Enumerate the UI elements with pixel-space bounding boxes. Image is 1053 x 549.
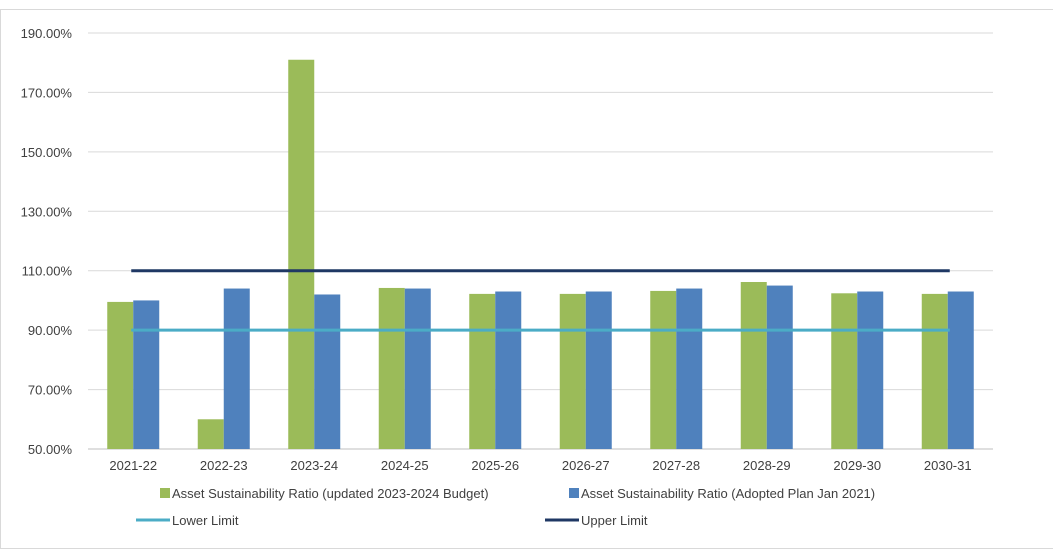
x-tick-label: 2024-25 [381, 458, 429, 473]
legend: Asset Sustainability Ratio (updated 2023… [136, 486, 875, 528]
y-tick-label: 170.00% [21, 85, 73, 100]
chart-border [0, 9, 1053, 549]
chart-frame: 50.00% 70.00% 90.00% 110.00% 130.00% 150.00% 1… [0, 9, 1053, 549]
bar-adopted-plan [314, 294, 341, 449]
y-tick-label: 50.00% [28, 442, 73, 457]
x-tick-label: 2022-23 [200, 458, 248, 473]
y-tick-label: 70.00% [28, 383, 73, 398]
bar-adopted-plan [676, 288, 703, 449]
x-tick-label: 2027-28 [652, 458, 700, 473]
bar-updated-budget [197, 419, 224, 449]
x-tick-label: 2030-31 [924, 458, 972, 473]
bar-adopted-plan [947, 291, 974, 449]
bar-updated-budget [559, 293, 586, 449]
bar-adopted-plan [585, 291, 612, 449]
legend-item-updated-budget-label: Asset Sustainability Ratio (updated 2023… [172, 486, 489, 501]
bar-updated-budget [831, 293, 858, 449]
bar-updated-budget [288, 59, 315, 449]
bar-updated-budget [650, 290, 677, 449]
legend-item-adopted-plan-label: Asset Sustainability Ratio (Adopted Plan… [581, 486, 875, 501]
y-tick-label: 150.00% [21, 145, 73, 160]
bar-updated-budget [469, 293, 496, 449]
x-tick-label: 2025-26 [471, 458, 519, 473]
bars [107, 59, 974, 449]
limit-lines [131, 269, 950, 332]
x-tick-label: 2029-30 [833, 458, 881, 473]
bar-updated-budget [921, 293, 948, 449]
bar-adopted-plan [766, 285, 793, 449]
bar-adopted-plan [857, 291, 884, 449]
bar-chart: 50.00% 70.00% 90.00% 110.00% 130.00% 150.00% 1… [21, 26, 993, 528]
bar-updated-budget [378, 287, 405, 449]
bar-adopted-plan [495, 291, 522, 449]
bar-adopted-plan [133, 300, 160, 449]
x-tick-label: 2021-22 [109, 458, 157, 473]
x-axis-ticks: 2021-22 2022-23 2023-24 2024-25 2025-26 2026-… [109, 458, 971, 473]
legend-item-lower-limit-label: Lower Limit [172, 513, 239, 528]
y-tick-label: 90.00% [28, 323, 73, 338]
y-tick-label: 130.00% [21, 204, 73, 219]
bar-updated-budget [107, 301, 134, 449]
x-tick-label: 2028-29 [743, 458, 791, 473]
y-axis-ticks: 50.00% 70.00% 90.00% 110.00% 130.00% 150.00% 1… [21, 26, 73, 457]
legend-item-adopted-plan-swatch [569, 488, 579, 498]
x-tick-label: 2026-27 [562, 458, 610, 473]
y-tick-label: 110.00% [22, 264, 73, 279]
legend-item-upper-limit-label: Upper Limit [581, 513, 648, 528]
bar-adopted-plan [404, 288, 431, 449]
x-tick-label: 2023-24 [290, 458, 338, 473]
bar-adopted-plan [223, 288, 250, 449]
y-tick-label: 190.00% [21, 26, 73, 41]
bar-updated-budget [740, 282, 767, 449]
legend-item-updated-budget-swatch [160, 488, 170, 498]
